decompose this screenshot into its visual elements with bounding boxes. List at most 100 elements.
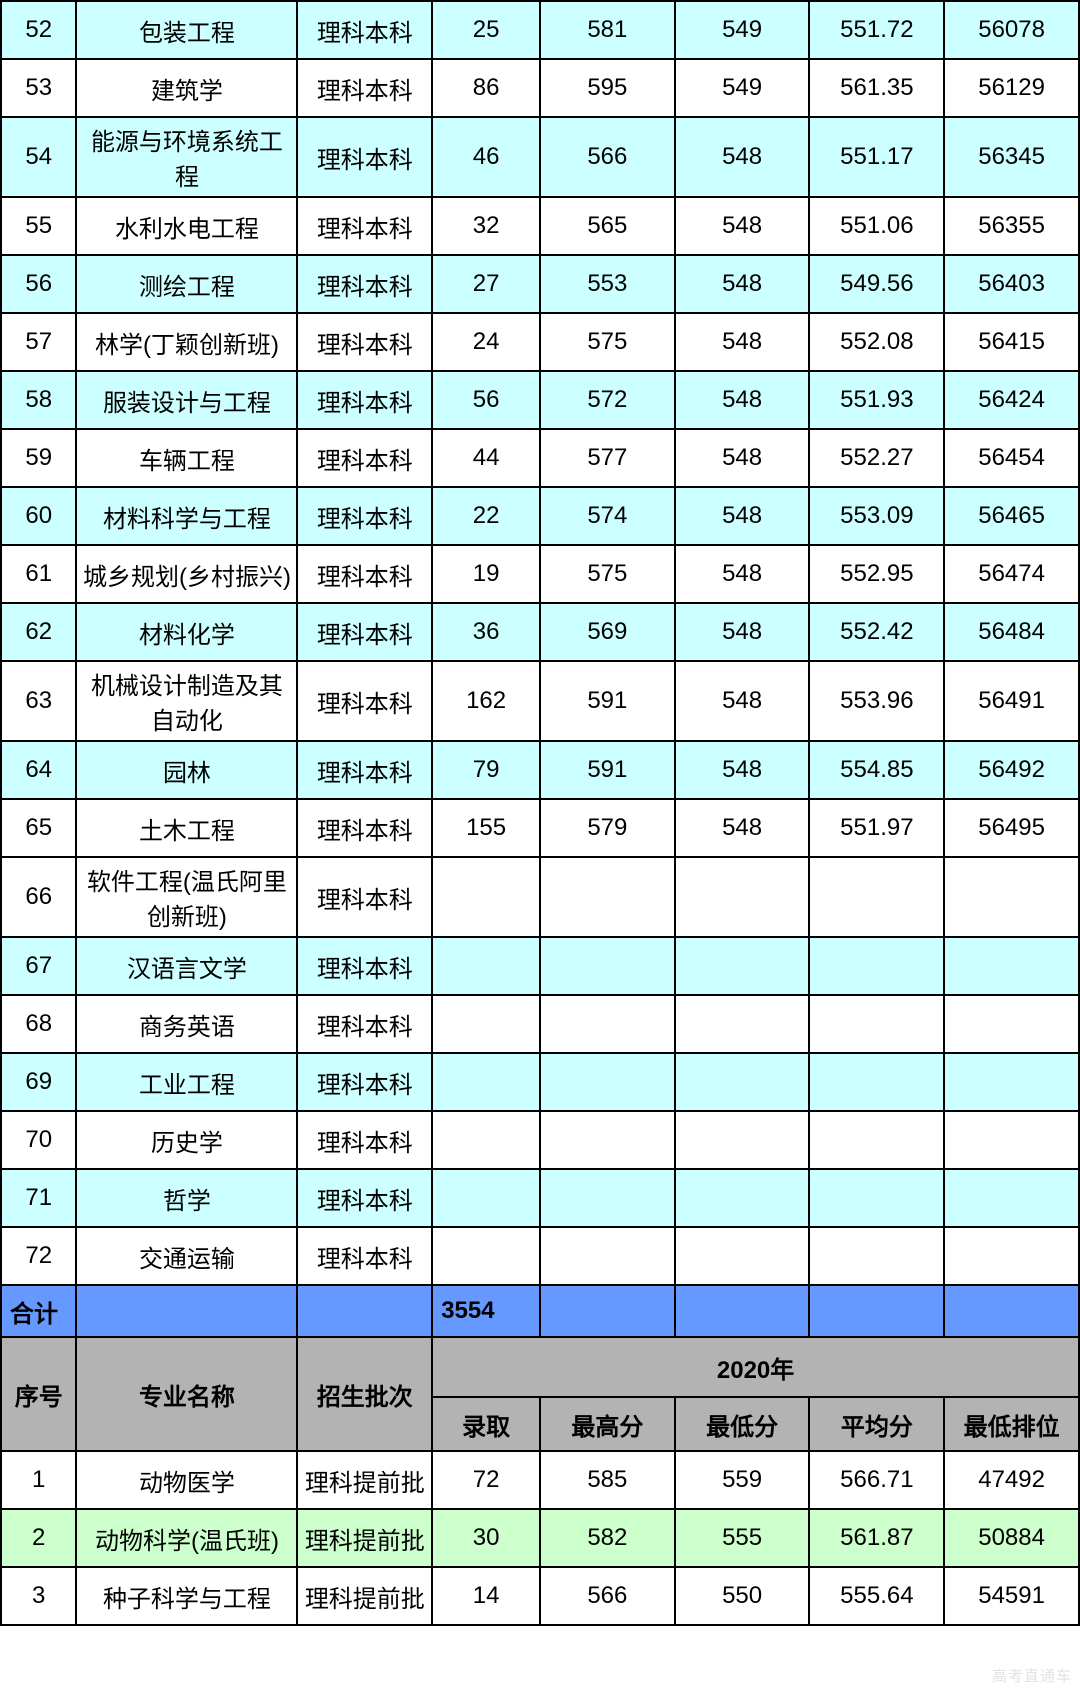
cell-index: 53 bbox=[1, 59, 76, 117]
table-body-top: 52包装工程理科本科25581549551.725607853建筑学理科本科86… bbox=[1, 1, 1079, 1285]
cell-max: 566 bbox=[540, 117, 675, 197]
cell-admit: 79 bbox=[432, 741, 540, 799]
cell-avg: 551.17 bbox=[809, 117, 944, 197]
cell-major: 材料化学 bbox=[76, 603, 297, 661]
cell-batch: 理科本科 bbox=[297, 937, 432, 995]
cell-major: 汉语言文学 bbox=[76, 937, 297, 995]
cell-rank bbox=[944, 1227, 1079, 1285]
table-row: 56测绘工程理科本科27553548549.5656403 bbox=[1, 255, 1079, 313]
header-avg: 平均分 bbox=[809, 1397, 944, 1451]
cell-min: 548 bbox=[675, 117, 810, 197]
cell-index: 72 bbox=[1, 1227, 76, 1285]
cell-avg bbox=[809, 1169, 944, 1227]
cell-avg bbox=[809, 1227, 944, 1285]
cell-min: 548 bbox=[675, 603, 810, 661]
cell-batch: 理科本科 bbox=[297, 371, 432, 429]
cell-admit: 25 bbox=[432, 1, 540, 59]
cell-min bbox=[675, 1227, 810, 1285]
cell-max: 569 bbox=[540, 603, 675, 661]
cell-major: 水利水电工程 bbox=[76, 197, 297, 255]
cell-admit: 46 bbox=[432, 117, 540, 197]
cell-batch: 理科提前批 bbox=[297, 1567, 432, 1625]
cell-index: 3 bbox=[1, 1567, 76, 1625]
total-empty bbox=[540, 1285, 675, 1337]
table-body-header: 序号 专业名称 招生批次 2020年 录取 最高分 最低分 平均分 最低排位 bbox=[1, 1337, 1079, 1451]
cell-index: 61 bbox=[1, 545, 76, 603]
cell-avg: 552.42 bbox=[809, 603, 944, 661]
cell-index: 65 bbox=[1, 799, 76, 857]
header-row-1: 序号 专业名称 招生批次 2020年 bbox=[1, 1337, 1079, 1397]
cell-max: 577 bbox=[540, 429, 675, 487]
cell-avg bbox=[809, 857, 944, 937]
cell-admit bbox=[432, 1227, 540, 1285]
total-empty bbox=[944, 1285, 1079, 1337]
cell-index: 52 bbox=[1, 1, 76, 59]
cell-major: 服装设计与工程 bbox=[76, 371, 297, 429]
cell-admit bbox=[432, 995, 540, 1053]
cell-admit bbox=[432, 1111, 540, 1169]
cell-min: 548 bbox=[675, 741, 810, 799]
cell-major: 城乡规划(乡村振兴) bbox=[76, 545, 297, 603]
table-row: 60材料科学与工程理科本科22574548553.0956465 bbox=[1, 487, 1079, 545]
cell-rank: 56454 bbox=[944, 429, 1079, 487]
cell-batch: 理科本科 bbox=[297, 117, 432, 197]
cell-avg: 553.09 bbox=[809, 487, 944, 545]
table-row: 54能源与环境系统工程理科本科46566548551.1756345 bbox=[1, 117, 1079, 197]
cell-rank: 56495 bbox=[944, 799, 1079, 857]
cell-major: 包装工程 bbox=[76, 1, 297, 59]
cell-max: 582 bbox=[540, 1509, 675, 1567]
cell-batch: 理科本科 bbox=[297, 661, 432, 741]
cell-avg bbox=[809, 995, 944, 1053]
cell-major: 园林 bbox=[76, 741, 297, 799]
table-row: 71哲学理科本科 bbox=[1, 1169, 1079, 1227]
cell-major: 动物医学 bbox=[76, 1451, 297, 1509]
cell-admit: 56 bbox=[432, 371, 540, 429]
cell-max bbox=[540, 1053, 675, 1111]
cell-max: 566 bbox=[540, 1567, 675, 1625]
table-row: 62材料化学理科本科36569548552.4256484 bbox=[1, 603, 1079, 661]
header-admit: 录取 bbox=[432, 1397, 540, 1451]
header-max: 最高分 bbox=[540, 1397, 675, 1451]
cell-max: 579 bbox=[540, 799, 675, 857]
cell-admit bbox=[432, 1169, 540, 1227]
cell-rank: 56078 bbox=[944, 1, 1079, 59]
table-row: 63机械设计制造及其自动化理科本科162591548553.9656491 bbox=[1, 661, 1079, 741]
cell-avg bbox=[809, 937, 944, 995]
cell-min: 548 bbox=[675, 661, 810, 741]
cell-max: 595 bbox=[540, 59, 675, 117]
total-value: 3554 bbox=[432, 1285, 540, 1337]
cell-major: 车辆工程 bbox=[76, 429, 297, 487]
cell-rank: 54591 bbox=[944, 1567, 1079, 1625]
cell-admit: 19 bbox=[432, 545, 540, 603]
cell-index: 60 bbox=[1, 487, 76, 545]
cell-batch: 理科本科 bbox=[297, 255, 432, 313]
cell-batch: 理科本科 bbox=[297, 799, 432, 857]
cell-admit bbox=[432, 857, 540, 937]
cell-min: 548 bbox=[675, 371, 810, 429]
cell-avg: 561.87 bbox=[809, 1509, 944, 1567]
table-row: 67汉语言文学理科本科 bbox=[1, 937, 1079, 995]
cell-avg: 555.64 bbox=[809, 1567, 944, 1625]
cell-index: 2 bbox=[1, 1509, 76, 1567]
cell-admit: 14 bbox=[432, 1567, 540, 1625]
cell-batch: 理科本科 bbox=[297, 1227, 432, 1285]
cell-min: 549 bbox=[675, 59, 810, 117]
header-batch: 招生批次 bbox=[297, 1337, 432, 1451]
cell-avg: 551.97 bbox=[809, 799, 944, 857]
cell-major: 商务英语 bbox=[76, 995, 297, 1053]
cell-major: 动物科学(温氏班) bbox=[76, 1509, 297, 1567]
cell-batch: 理科本科 bbox=[297, 741, 432, 799]
cell-rank: 50884 bbox=[944, 1509, 1079, 1567]
cell-index: 64 bbox=[1, 741, 76, 799]
cell-min bbox=[675, 857, 810, 937]
header-index: 序号 bbox=[1, 1337, 76, 1451]
cell-admit: 44 bbox=[432, 429, 540, 487]
cell-min: 548 bbox=[675, 545, 810, 603]
cell-avg: 552.95 bbox=[809, 545, 944, 603]
cell-avg: 551.72 bbox=[809, 1, 944, 59]
cell-index: 54 bbox=[1, 117, 76, 197]
cell-rank bbox=[944, 995, 1079, 1053]
cell-rank: 56355 bbox=[944, 197, 1079, 255]
cell-index: 55 bbox=[1, 197, 76, 255]
cell-batch: 理科本科 bbox=[297, 857, 432, 937]
